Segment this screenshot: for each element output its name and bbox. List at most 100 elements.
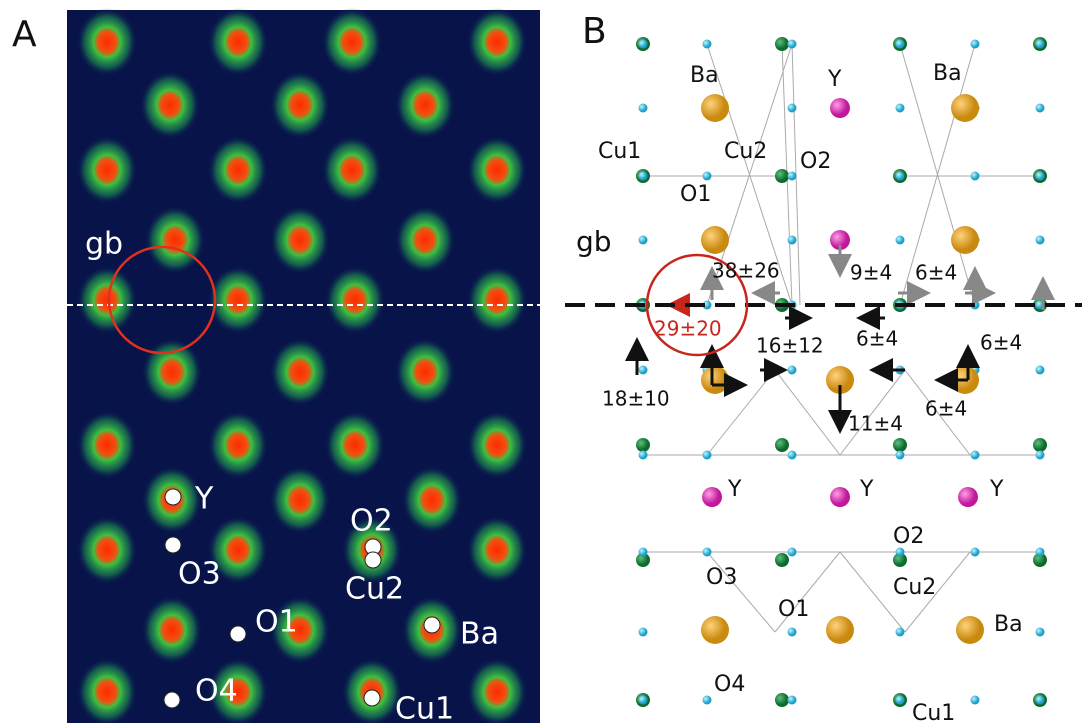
displacement-label: 6±4 [856,327,898,351]
displacement-label: 18±10 [602,387,670,411]
atom-label: Y [859,477,874,502]
o-atom [639,628,648,637]
cu-atom [775,553,789,567]
displacement-label: 16±12 [756,334,824,358]
atom-column [77,266,137,334]
o-atom [1036,696,1045,705]
atom-column [322,8,382,76]
atom-column [270,466,330,534]
atom-column [467,658,527,723]
displacement-label: 6±4 [980,331,1022,355]
y-atom [702,487,722,507]
panel-label: B [582,11,607,52]
o-atom [896,40,905,49]
panel-b: B Ba Y Ba Cu1 Cu2 O2 O1 gb 38±26 9±4 6±4… [565,11,1082,723]
cu-atom [1033,438,1047,452]
page: {"panel_a": {"label": "A", "gb": "gb", "… [0,0,1082,723]
o-atom [896,628,905,637]
atom-column [467,266,527,334]
atom-column [325,411,385,479]
figure: A gb Y O3 O2 Cu2 O1 Ba O4 Cu1 B Ba Y Ba … [0,0,1082,723]
displacement-label: 11±4 [848,412,903,436]
atom-label: Cu1 [598,139,641,164]
o-atom [639,366,648,375]
o-atom [639,451,648,460]
ba-atom [951,226,979,254]
cu-atom [775,438,789,452]
o-atom [788,40,797,49]
cu-atom [893,438,907,452]
o-atom [703,696,712,705]
atom-label: Cu2 [724,139,767,164]
atom-column [467,516,527,584]
atom-label: Cu2 [893,575,936,600]
atom-label: Y [827,67,842,92]
o-atom [896,172,905,181]
o-atom [788,628,797,637]
ba-atom [701,366,729,394]
cu-atom [636,438,650,452]
atom-label: O4 [714,672,745,697]
o-atom [971,40,980,49]
o-atom [788,366,797,375]
atom-column [77,136,137,204]
atom-column [395,338,455,406]
o-atom [788,548,797,557]
o-atom [788,104,797,113]
atom-column [270,338,330,406]
y-atom [830,487,850,507]
marker-dot [364,690,380,706]
atom-column [77,658,137,723]
atom-column [145,206,205,274]
atom-label: O4 [195,674,238,709]
atom-column [77,516,137,584]
o-atom [1036,628,1045,637]
atom-label: O3 [706,565,737,590]
atom-column [395,71,455,139]
displacement-label: 29±20 [654,317,722,341]
atom-label: Y [727,477,742,502]
o-atom [639,236,648,245]
atom-label: O2 [800,149,831,174]
panel-a: A gb Y O3 O2 Cu2 O1 Ba O4 Cu1 [12,8,540,723]
o-atom [788,696,797,705]
atom-label: O1 [778,597,809,622]
cu-atom [775,693,789,707]
atom-label: Cu1 [395,692,454,723]
atom-label: Ba [460,617,499,652]
atom-column [142,338,202,406]
o-atom [639,172,648,181]
atom-label: Y [194,482,214,517]
atom-label: Cu2 [345,572,404,607]
atom-column [140,71,200,139]
atom-label: O2 [350,504,393,539]
atom-column [402,466,462,534]
panel-label: A [12,14,37,55]
y-atom [958,487,978,507]
o-atom [971,548,980,557]
o-atom [1036,236,1045,245]
o-atom [971,696,980,705]
y-atom [830,98,850,118]
o-atom [971,172,980,181]
marker-dot [165,489,181,505]
o-atom [788,236,797,245]
atom-label: Cu1 [912,701,955,723]
ba-atom [701,616,729,644]
atom-column [77,8,137,76]
atom-column [142,596,202,664]
ba-atom [956,616,984,644]
o-atom [896,451,905,460]
o-atom [703,451,712,460]
atom-column [270,206,330,274]
o-atom [896,104,905,113]
atom-column [270,71,330,139]
ba-atom [701,226,729,254]
marker-dot [365,552,381,568]
atom-label: O1 [680,182,711,207]
o-atom [639,104,648,113]
atom-label: gb [576,225,612,258]
atom-label: Ba [933,61,962,86]
ba-atom [826,616,854,644]
atom-label: Ba [690,63,719,88]
